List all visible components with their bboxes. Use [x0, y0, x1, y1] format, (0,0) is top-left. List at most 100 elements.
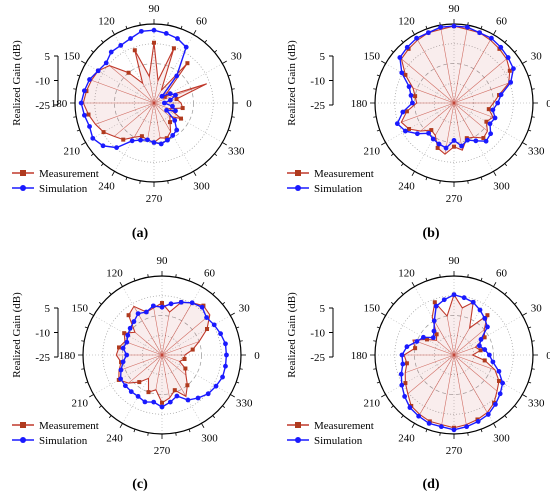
data-point-simulation [173, 92, 178, 98]
data-point-simulation [485, 412, 491, 417]
legend-label: Simulation [39, 435, 88, 447]
angle-tick-label: 90 [149, 3, 161, 15]
grid-circle [394, 43, 514, 163]
angle-tick-label: 270 [146, 193, 163, 205]
data-point-simulation [151, 27, 157, 33]
data-point-simulation [211, 322, 217, 328]
data-point-simulation [399, 70, 405, 76]
angle-tick [175, 274, 177, 278]
angle-tick [531, 340, 535, 342]
series-line-measurement [115, 301, 211, 404]
data-point-simulation [174, 127, 180, 133]
grid-spoke [385, 63, 455, 104]
measurement-lobe [142, 83, 155, 104]
angle-tick [73, 88, 77, 90]
data-point-simulation [410, 100, 415, 106]
data-point-simulation [482, 315, 488, 321]
data-point-simulation [161, 100, 167, 106]
legend-marker [20, 170, 26, 176]
angle-tick-label: 180 [51, 98, 68, 110]
data-point-simulation [459, 143, 464, 149]
data-point-measurement [413, 346, 418, 351]
angle-tick [98, 405, 102, 409]
angle-tick [493, 30, 497, 35]
data-point-simulation [431, 328, 437, 334]
data-point-measurement [126, 313, 131, 318]
data-point-simulation [167, 97, 173, 103]
data-point-simulation [118, 376, 123, 382]
angle-tick-label: 30 [531, 303, 543, 315]
radial-tick-label: -10 [310, 76, 325, 88]
data-point-measurement [126, 70, 131, 75]
measurement-lobe [153, 102, 171, 132]
angle-tick [133, 429, 136, 433]
angle-tick [222, 60, 227, 64]
angle-tick [522, 60, 527, 64]
data-point-simulation [213, 383, 219, 389]
grid-spoke [453, 63, 523, 104]
data-point-measurement [497, 378, 502, 383]
data-point-simulation [470, 299, 476, 305]
measurement-lobe [453, 346, 476, 356]
measurement-lobe [161, 354, 187, 397]
angle-tick [467, 274, 469, 278]
chart-panel-d: 0 30 60 90 120 150 180 210 240 270 300 330 5 -10 -25 Re… [286, 255, 550, 492]
angle-tick-label: 60 [496, 16, 508, 28]
data-point-simulation [408, 93, 414, 98]
angle-tick [528, 381, 532, 384]
angle-tick-label: 180 [59, 350, 76, 362]
angle-tick [390, 49, 394, 53]
data-point-simulation [103, 60, 109, 66]
data-point-simulation [464, 424, 470, 430]
angle-tick [439, 274, 441, 278]
data-point-measurement [482, 335, 487, 340]
data-point-measurement [132, 48, 137, 53]
angle-tick [147, 274, 149, 278]
data-point-simulation [492, 115, 498, 121]
data-point-simulation [95, 68, 101, 74]
data-point-simulation [451, 427, 457, 433]
angle-tick [439, 22, 441, 26]
data-point-simulation [159, 93, 165, 99]
angle-tick-label: 150 [71, 303, 88, 315]
angle-tick-label: 30 [531, 51, 543, 63]
grid-spoke [385, 102, 455, 143]
measurement-lobe [453, 102, 494, 118]
angle-tick [528, 129, 532, 132]
data-point-simulation [135, 311, 141, 316]
angle-tick [81, 142, 86, 146]
angle-tick [504, 39, 508, 43]
measurement-lobe [419, 354, 455, 415]
angle-tick [204, 163, 208, 167]
data-point-simulation [90, 135, 96, 141]
data-point-simulation [204, 315, 209, 320]
angle-tick [214, 49, 218, 53]
measurement-lobe [444, 102, 455, 155]
measurement-lobe [153, 307, 163, 356]
data-point-simulation [465, 137, 470, 143]
angle-tick [381, 394, 386, 398]
angle-tick [188, 277, 191, 281]
angle-tick [167, 22, 169, 26]
angle-tick-label: 60 [196, 16, 208, 28]
angle-tick-label: 90 [449, 255, 461, 267]
measurement-lobe [436, 340, 455, 356]
angle-tick [425, 277, 428, 281]
angle-tick [467, 432, 469, 436]
data-point-measurement [481, 136, 486, 141]
data-point-simulation [138, 137, 143, 143]
data-point-simulation [124, 339, 130, 345]
data-point-measurement [174, 97, 179, 102]
radial-axis-label: Realized Gain (dB) [286, 292, 298, 378]
data-point-simulation [398, 371, 404, 377]
data-point-measurement [434, 332, 439, 337]
data-point-measurement [137, 380, 142, 385]
data-point-simulation [205, 391, 211, 397]
angle-tick [212, 415, 216, 419]
grid-spoke [453, 286, 494, 356]
measurement-lobe [109, 65, 155, 104]
angle-tick [531, 88, 535, 90]
data-point-simulation [223, 341, 228, 347]
data-point-simulation [163, 30, 169, 36]
angle-tick [411, 171, 415, 176]
